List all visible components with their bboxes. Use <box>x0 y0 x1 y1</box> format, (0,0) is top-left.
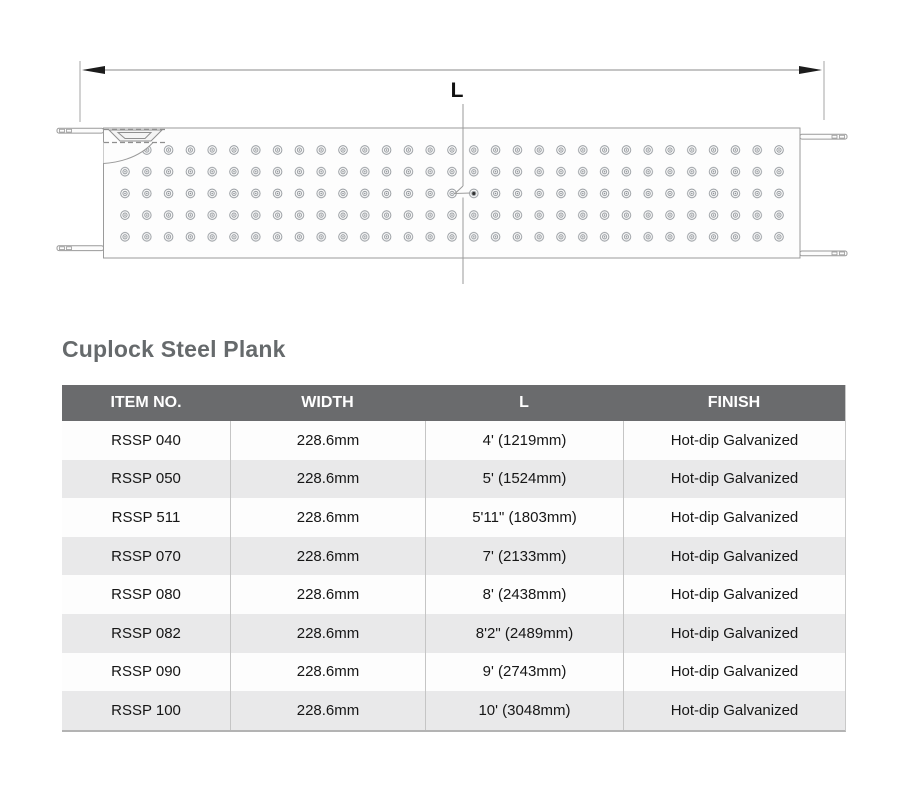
cell-width: 228.6mm <box>230 498 425 537</box>
page-title: Cuplock Steel Plank <box>62 336 286 362</box>
dimension-arrow-right-icon <box>799 66 822 74</box>
table-row: RSSP 050 228.6mm 5' (1524mm) Hot-dip Gal… <box>62 459 845 499</box>
dimension-line <box>82 66 822 74</box>
cuplock-wedge-detail <box>103 128 168 164</box>
table-header-row: ITEM NO. WIDTH L FINISH <box>62 385 845 421</box>
cell-l: 8'2" (2489mm) <box>425 613 623 653</box>
cell-finish: Hot-dip Galvanized <box>623 691 845 730</box>
plank-technical-drawing: L <box>56 61 848 284</box>
left-hooks <box>56 127 104 252</box>
dimension-arrow-left-icon <box>82 66 105 74</box>
marked-rivet-dot <box>472 191 476 196</box>
right-hooks <box>799 133 848 257</box>
cell-item-no: RSSP 070 <box>111 547 181 565</box>
spec-table: ITEM NO. WIDTH L FINISH RSSP 040 228.6mm… <box>62 385 846 732</box>
table-row: RSSP 080 228.6mm 8' (2438mm) Hot-dip Gal… <box>62 575 845 614</box>
cell-width: 228.6mm <box>230 691 425 730</box>
cell-width: 228.6mm <box>230 652 425 692</box>
cell-item-no: RSSP 511 <box>111 508 181 526</box>
cell-item-no: RSSP 040 <box>111 431 181 449</box>
table-row: RSSP 040 228.6mm 4' (1219mm) Hot-dip Gal… <box>62 421 845 460</box>
cell-l: 9' (2743mm) <box>425 652 623 692</box>
cell-l: 7' (2133mm) <box>425 536 623 576</box>
cell-width: 228.6mm <box>230 575 425 614</box>
cell-l: 4' (1219mm) <box>425 421 623 460</box>
cell-item-no: RSSP 082 <box>111 624 181 642</box>
dimension-extension-lines <box>79 61 825 122</box>
cell-item-no: RSSP 100 <box>111 701 181 719</box>
table-row: RSSP 100 228.6mm 10' (3048mm) Hot-dip Ga… <box>62 691 845 730</box>
cell-width: 228.6mm <box>230 421 425 460</box>
cell-l: 10' (3048mm) <box>425 691 623 730</box>
cell-finish: Hot-dip Galvanized <box>623 459 845 499</box>
header-item-no: ITEM NO. <box>110 394 182 411</box>
table-row: RSSP 511 228.6mm 5'11" (1803mm) Hot-dip … <box>62 498 845 537</box>
cell-l: 5' (1524mm) <box>425 459 623 499</box>
table-row: RSSP 082 228.6mm 8'2" (2489mm) Hot-dip G… <box>62 613 845 653</box>
table-row: RSSP 090 228.6mm 9' (2743mm) Hot-dip Gal… <box>62 652 845 692</box>
cell-item-no: RSSP 090 <box>111 663 181 681</box>
dimension-label: L <box>451 79 464 102</box>
cell-l: 5'11" (1803mm) <box>425 498 623 537</box>
cell-finish: Hot-dip Galvanized <box>623 613 845 653</box>
center-line <box>453 104 471 284</box>
table-body: RSSP 040 228.6mm 4' (1219mm) Hot-dip Gal… <box>62 421 845 730</box>
rivet-grid <box>114 139 791 243</box>
cell-finish: Hot-dip Galvanized <box>623 498 845 537</box>
cell-width: 228.6mm <box>230 459 425 499</box>
cell-item-no: RSSP 050 <box>111 470 181 488</box>
header-width: WIDTH <box>301 394 354 411</box>
header-finish: FINISH <box>707 394 761 411</box>
table-row: RSSP 070 228.6mm 7' (2133mm) Hot-dip Gal… <box>62 536 845 576</box>
cell-width: 228.6mm <box>230 613 425 653</box>
cell-finish: Hot-dip Galvanized <box>623 652 845 692</box>
cell-l: 8' (2438mm) <box>425 575 623 614</box>
header-l: L <box>519 394 529 411</box>
cell-width: 228.6mm <box>230 536 425 576</box>
cell-finish: Hot-dip Galvanized <box>623 421 845 460</box>
cell-finish: Hot-dip Galvanized <box>623 575 845 614</box>
cell-item-no: RSSP 080 <box>111 586 181 604</box>
cell-finish: Hot-dip Galvanized <box>623 536 845 576</box>
